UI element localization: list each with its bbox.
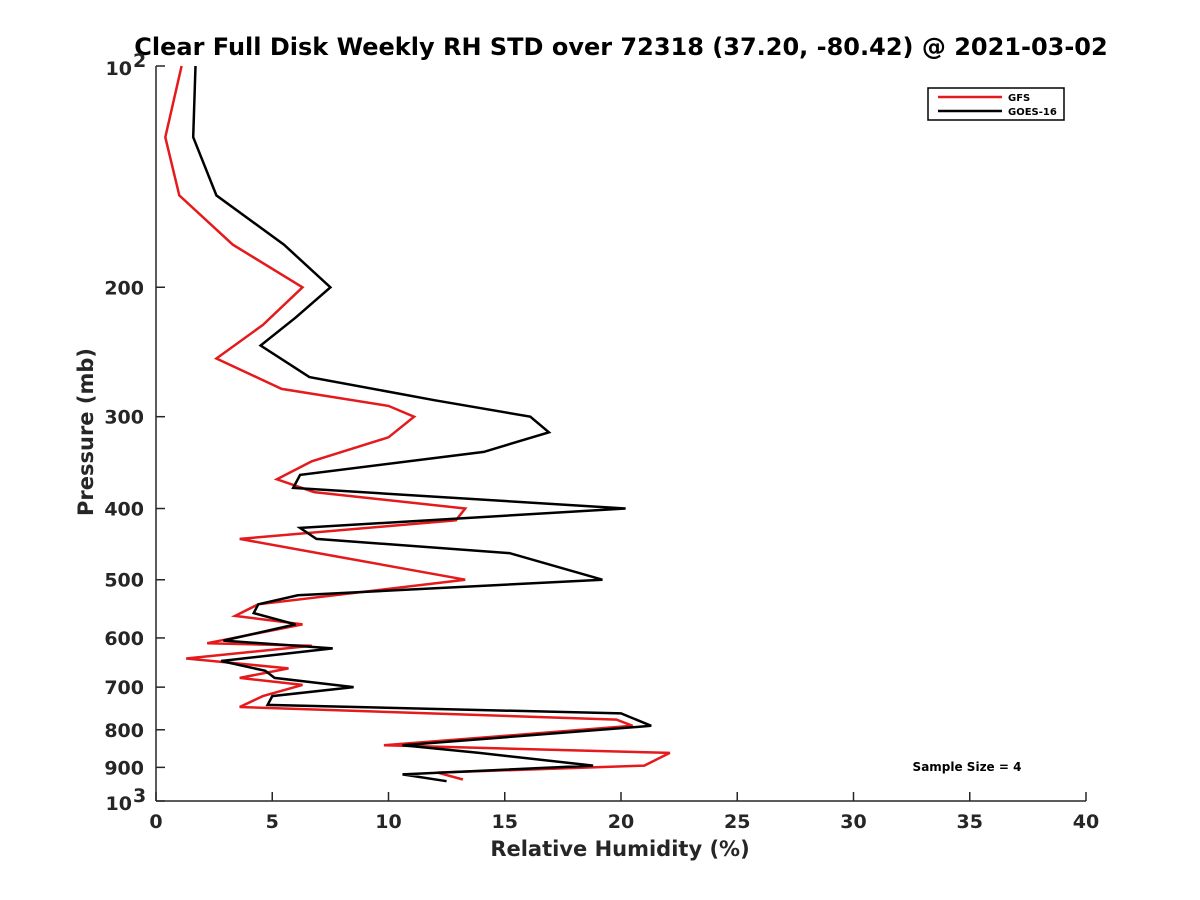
x-tick-label: 25 (724, 811, 750, 833)
y-decade-tick-label: 10 2 (106, 50, 147, 80)
y-decade-base: 10 (106, 793, 132, 815)
chart-title: Clear Full Disk Weekly RH STD over 72318… (134, 33, 1107, 61)
x-tick-label: 0 (149, 811, 162, 833)
x-tick-label: 30 (840, 811, 866, 833)
x-tick-label: 40 (1073, 811, 1099, 833)
y-tick-label: 800 (104, 720, 144, 742)
legend-box (927, 87, 1065, 121)
y-decade-base: 10 (106, 58, 132, 80)
y-tick-label: 700 (104, 677, 144, 699)
x-tick-label: 35 (957, 811, 983, 833)
series-line-goes-16 (191, 65, 652, 783)
y-axis-label: Pressure (mb) (74, 348, 98, 516)
series-line-gfs (164, 65, 671, 781)
legend: GFS GOES-16 (927, 87, 1065, 121)
legend-entry: GFS (1008, 93, 1030, 104)
y-tick-label: 200 (104, 277, 144, 299)
series-layer (164, 65, 671, 783)
y-tick-label: 900 (104, 757, 144, 779)
x-tick-label: 10 (375, 811, 401, 833)
y-tick-label: 300 (104, 407, 144, 429)
y-decade-exponent: 3 (133, 785, 146, 807)
y-tick-label: 400 (104, 499, 144, 521)
y-decade-tick-label: 10 3 (106, 785, 147, 815)
sample-size-annotation: Sample Size = 4 (913, 760, 1022, 774)
y-tick-label: 500 (104, 570, 144, 592)
x-tick-label: 20 (608, 811, 634, 833)
y-tick-label: 600 (104, 628, 144, 650)
x-tick-label: 15 (492, 811, 518, 833)
legend-entry: GOES-16 (1008, 107, 1057, 118)
y-decade-exponent: 2 (133, 50, 146, 72)
axes-layer: 0 5 10 15 20 25 30 35 40 200 300 400 500 600 700 800 900… (104, 50, 1099, 833)
x-tick-label: 5 (266, 811, 279, 833)
x-axis-label: Relative Humidity (%) (490, 837, 749, 861)
